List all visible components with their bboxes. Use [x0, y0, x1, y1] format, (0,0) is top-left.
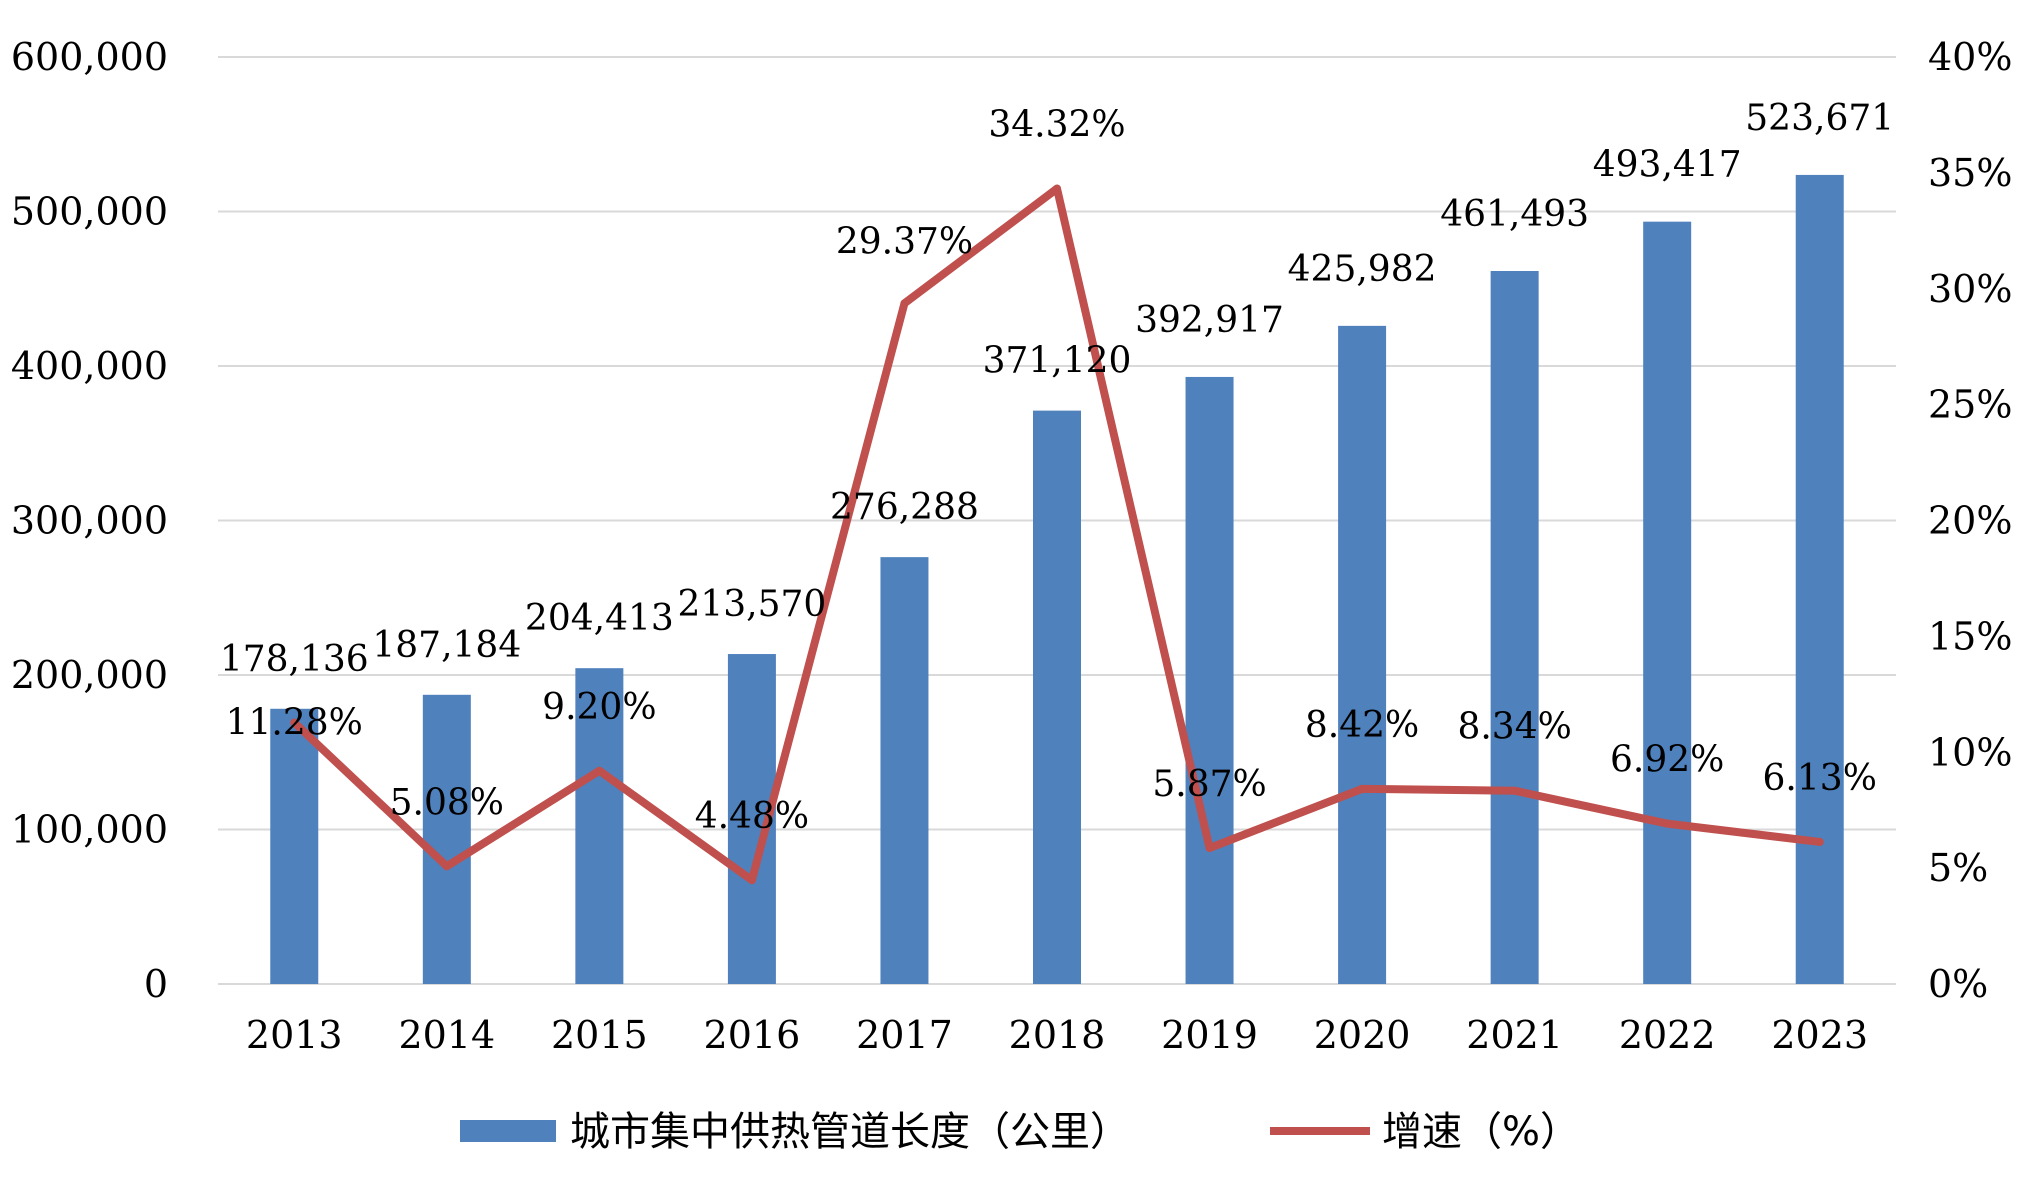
x-axis-tick-label: 2015: [551, 1013, 648, 1057]
bar-data-label: 461,493: [1440, 194, 1589, 235]
bar-data-label: 392,917: [1135, 300, 1284, 341]
left-axis-tick-label: 300,000: [11, 499, 168, 543]
line-point: [1053, 184, 1061, 193]
line-data-labels: 11.28% 5.08% 9.20% 4.48% 29.37% 34.32% 5.87% 8.…: [226, 105, 1877, 838]
x-axis-tick-label: 2014: [398, 1013, 495, 1057]
bar-series: [270, 174, 1844, 985]
line-point: [1358, 784, 1367, 793]
line-point: [1663, 819, 1672, 828]
x-axis-tick-label: 2021: [1466, 1013, 1563, 1057]
bar-data-label: 204,413: [525, 598, 674, 639]
line-point: [1815, 837, 1824, 846]
legend: 城市集中供热管道长度（公里） 增速（%）: [460, 1109, 1580, 1155]
bar: [270, 708, 319, 984]
bar-data-label: 425,982: [1288, 249, 1437, 290]
bar-data-label: 371,120: [983, 341, 1132, 382]
left-axis-tick-label: 600,000: [11, 35, 168, 79]
legend-bar-swatch: [460, 1120, 556, 1142]
line-data-label: 6.13%: [1763, 758, 1877, 799]
bar-data-label: 187,184: [372, 625, 521, 666]
left-axis-tick-label: 0: [144, 962, 168, 1006]
line-point: [747, 876, 756, 885]
legend-bar-label: 城市集中供热管道长度（公里）: [570, 1109, 1130, 1155]
right-axis-tick-label: 0%: [1928, 962, 1988, 1006]
bar: [1643, 221, 1692, 985]
line-data-label: 29.37%: [836, 221, 973, 262]
legend-line-label: 增速（%）: [1382, 1109, 1580, 1155]
line-data-label: 9.20%: [542, 687, 656, 728]
bar-data-label: 276,288: [830, 487, 979, 528]
x-axis-tick-label: 2023: [1771, 1013, 1868, 1057]
line-data-label: 8.34%: [1457, 707, 1571, 748]
bar-data-label: 523,671: [1745, 98, 1894, 139]
x-axis: 2013 2014 2015 2016 2017 2018 2019 2020 2021 2022…: [246, 1013, 1868, 1057]
line-point: [290, 718, 299, 727]
x-axis-tick-label: 2022: [1619, 1013, 1716, 1057]
line-point: [1205, 843, 1214, 852]
line-data-label: 8.42%: [1305, 705, 1419, 746]
left-axis-tick-label: 400,000: [11, 344, 168, 388]
line-point: [900, 299, 909, 308]
bar: [880, 557, 929, 984]
bar: [1338, 325, 1387, 985]
left-axis-tick-label: 200,000: [11, 653, 168, 697]
line-data-label: 11.28%: [226, 703, 363, 744]
line-data-label: 34.32%: [988, 105, 1125, 146]
right-axis: 0% 5% 10% 15% 20% 25% 30% 35% 40%: [1928, 35, 2012, 1006]
right-axis-tick-label: 25%: [1928, 383, 2012, 427]
right-axis-tick-label: 15%: [1928, 614, 2012, 658]
line-point: [1510, 786, 1519, 795]
x-axis-tick-label: 2019: [1161, 1013, 1258, 1057]
left-axis: 0 100,000 200,000 300,000 400,000 500,000 600,…: [11, 35, 168, 1006]
left-axis-tick-label: 500,000: [11, 190, 168, 234]
x-axis-tick-label: 2020: [1314, 1013, 1411, 1057]
x-axis-tick-label: 2018: [1009, 1013, 1106, 1057]
left-axis-tick-label: 100,000: [11, 808, 168, 852]
x-axis-tick-label: 2013: [246, 1013, 343, 1057]
x-axis-tick-label: 2017: [856, 1013, 953, 1057]
line-data-label: 6.92%: [1610, 740, 1724, 781]
bar-data-label: 493,417: [1593, 145, 1742, 186]
line-data-label: 5.87%: [1152, 764, 1266, 805]
growth-line-series: [290, 184, 1824, 885]
bar-data-label: 213,570: [677, 584, 826, 625]
bar: [575, 668, 624, 984]
line-point: [442, 862, 451, 871]
line-data-label: 5.08%: [390, 782, 504, 823]
line-point: [595, 766, 604, 775]
right-axis-tick-label: 40%: [1928, 35, 2012, 79]
bar: [422, 694, 471, 984]
bar: [1185, 376, 1234, 984]
bar: [1033, 410, 1081, 984]
bar: [1490, 270, 1539, 985]
bar-data-label: 178,136: [220, 639, 369, 680]
bar: [1795, 174, 1844, 985]
right-axis-tick-label: 35%: [1928, 151, 2012, 195]
x-axis-tick-label: 2016: [704, 1013, 801, 1057]
right-axis-tick-label: 5%: [1928, 846, 1988, 890]
right-axis-tick-label: 30%: [1928, 267, 2012, 311]
right-axis-tick-label: 10%: [1928, 730, 2012, 774]
line-data-label: 4.48%: [695, 796, 809, 837]
right-axis-tick-label: 20%: [1928, 499, 2012, 543]
